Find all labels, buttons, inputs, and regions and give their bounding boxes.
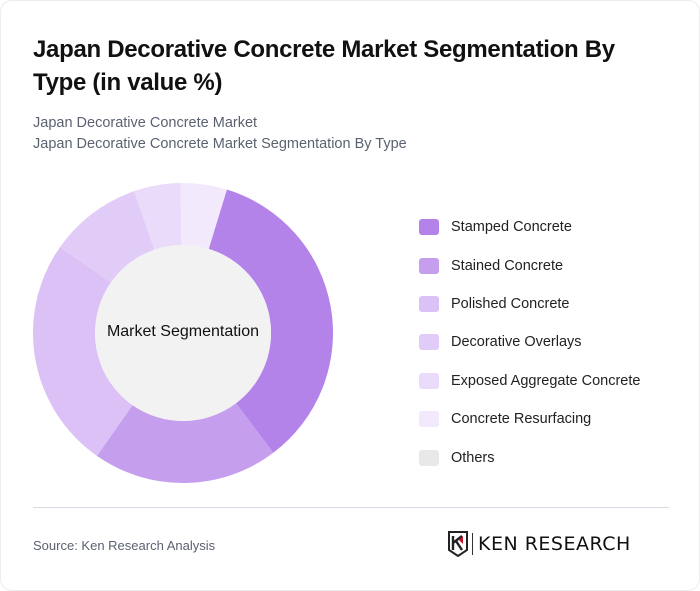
chart-subtitle-market: Japan Decorative Concrete Market: [33, 115, 258, 131]
legend-item-stamped-concrete[interactable]: Stamped Concrete: [419, 208, 640, 246]
donut-chart: [33, 183, 333, 483]
legend-label: Polished Concrete: [451, 295, 570, 312]
donut-slice-polished-concrete[interactable]: [33, 246, 133, 456]
source-note: Source: Ken Research Analysis: [33, 538, 216, 553]
chart-subtitle-segment: Japan Decorative Concrete Market Segment…: [33, 136, 407, 152]
legend-item-polished-concrete[interactable]: Polished Concrete: [419, 285, 640, 323]
legend-swatch: [419, 257, 439, 274]
legend-swatch: [419, 219, 439, 236]
legend-label: Exposed Aggregate Concrete: [451, 372, 641, 389]
legend-item-exposed-aggregate-concrete[interactable]: Exposed Aggregate Concrete: [419, 362, 640, 400]
legend-item-decorative-overlays[interactable]: Decorative Overlays: [419, 323, 640, 361]
ken-research-logo: KEN RESEARCH: [448, 531, 631, 557]
footer-divider: [33, 507, 669, 508]
chart-title: Japan Decorative Concrete Market Segment…: [33, 36, 615, 96]
legend-item-concrete-resurfacing[interactable]: Concrete Resurfacing: [419, 400, 640, 438]
legend-item-others[interactable]: Others: [419, 438, 640, 476]
ken-research-shield-icon: [448, 531, 468, 557]
legend-label: Stained Concrete: [451, 257, 564, 274]
chart-legend: Stamped Concrete Stained Concrete Polish…: [419, 208, 640, 477]
logo-separator: [472, 533, 473, 555]
logo-text: KEN RESEARCH: [478, 533, 631, 555]
donut-center: [95, 245, 271, 421]
legend-label: Stamped Concrete: [451, 219, 572, 236]
legend-swatch: [419, 449, 439, 466]
legend-item-stained-concrete[interactable]: Stained Concrete: [419, 246, 640, 284]
legend-label: Decorative Overlays: [451, 334, 582, 351]
legend-swatch: [419, 372, 439, 389]
legend-label: Others: [451, 449, 495, 466]
donut-slice-stamped-concrete[interactable]: [208, 189, 333, 453]
donut-center-label: Market Segmentation: [106, 323, 260, 340]
donut-slice-exposed-aggregate-concrete[interactable]: [134, 183, 182, 250]
legend-swatch: [419, 334, 439, 351]
legend-swatch: [419, 295, 439, 312]
legend-swatch: [419, 411, 439, 428]
legend-label: Concrete Resurfacing: [451, 411, 592, 428]
donut-slice-concrete-resurfacing[interactable]: [180, 183, 227, 249]
donut-slice-stained-concrete[interactable]: [96, 403, 274, 483]
donut-slice-decorative-overlays[interactable]: [60, 191, 155, 283]
